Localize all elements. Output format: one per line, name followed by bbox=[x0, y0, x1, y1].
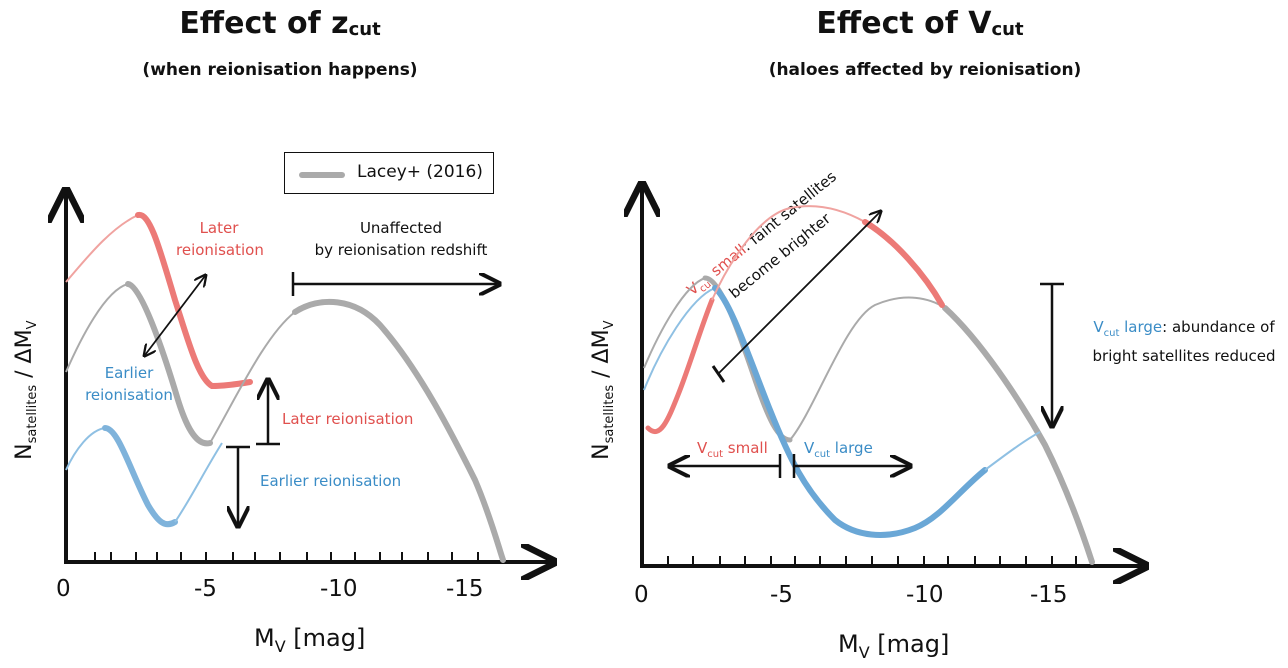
right-blue-curve-thick bbox=[712, 285, 988, 538]
right-red-curve-thick-left bbox=[645, 297, 715, 435]
left-blue-curve-thin-right bbox=[174, 442, 223, 523]
left-axes bbox=[64, 194, 550, 562]
vcut-large-desc2: bright satellites reduced bbox=[1092, 347, 1276, 365]
right-xlabel-main: M bbox=[838, 630, 859, 658]
arrow-vcut-small-word: small bbox=[723, 439, 768, 457]
label-vcut-large-desc: Vcut large: abundance of bright satellit… bbox=[1084, 316, 1284, 367]
right-red-curve-thick-right bbox=[862, 219, 945, 308]
left-title: Effect of zcut bbox=[170, 6, 390, 41]
arrow-vcut-large-word: large bbox=[830, 439, 873, 457]
right-subtitle: (haloes affected by reionisation) bbox=[768, 60, 1082, 80]
left-xlabel-sub: V bbox=[274, 636, 286, 656]
label-vcut-small-arrow: Vcut small bbox=[697, 437, 768, 466]
vcut-large-sym: V bbox=[1093, 318, 1104, 336]
vcut-large-desc1: : abundance of bbox=[1162, 318, 1275, 336]
label-later-reion: Later reionisation bbox=[282, 410, 414, 428]
left-x-ticks bbox=[94, 552, 479, 562]
left-tick-15: -15 bbox=[446, 576, 484, 602]
arrow-vcut-small-diag bbox=[717, 212, 880, 375]
label-earlier-reion: Earlier reionisation bbox=[260, 472, 402, 490]
right-tick-5: -5 bbox=[770, 582, 793, 608]
arrow-vcut-large-sub: cut bbox=[814, 449, 831, 460]
right-xlabel-sub: V bbox=[858, 642, 870, 662]
label-unaffected: Unaffected by reionisation redshift bbox=[306, 217, 496, 261]
left-grey-curve-thick bbox=[125, 281, 213, 447]
left-red-curve-thin bbox=[65, 214, 139, 283]
label-unaffected-line2: by reionisation redshift bbox=[314, 241, 488, 259]
label-vcut-large-line1: Vcut large: abundance of bbox=[1084, 316, 1284, 345]
right-grey-curve-thin bbox=[643, 277, 706, 369]
label-earlier-line2: reionisation bbox=[85, 386, 173, 404]
right-tick-15: -15 bbox=[1030, 582, 1068, 608]
label-earlier-left: Earlier reionisation bbox=[84, 362, 174, 406]
right-axes bbox=[640, 188, 1142, 566]
label-later-top: Later reionisation bbox=[176, 217, 264, 261]
vcut-large-term: Vcut large bbox=[1093, 318, 1163, 339]
arrow-vcut-small-sub: cut bbox=[707, 449, 724, 460]
legend-swatch-grey bbox=[299, 172, 345, 178]
left-xlabel-unit: [mag] bbox=[285, 624, 366, 652]
right-grey-curve-thick-right bbox=[942, 305, 1095, 565]
left-xlabel: MV [mag] bbox=[254, 624, 365, 656]
label-later-line1: Later bbox=[199, 219, 239, 237]
vcut-large-word: large bbox=[1119, 318, 1163, 336]
label-unaffected-line1: Unaffected bbox=[359, 219, 443, 237]
label-vcut-large-arrow: Vcut large bbox=[804, 437, 873, 466]
left-tick-10: -10 bbox=[320, 576, 358, 602]
left-subtitle: (when reionisation happens) bbox=[142, 60, 418, 80]
right-title-main: Effect of V bbox=[816, 6, 992, 41]
legend-label: Lacey+ (2016) bbox=[357, 162, 483, 182]
left-tick-5: -5 bbox=[194, 576, 217, 602]
right-blue-curve-thin bbox=[643, 287, 716, 391]
label-later-line2: reionisation bbox=[176, 241, 264, 259]
right-grey-curve-thin-mid bbox=[789, 296, 946, 441]
right-tick-10: -10 bbox=[906, 582, 944, 608]
left-blue-curve-thin bbox=[65, 427, 106, 471]
left-grey-curve-thin bbox=[65, 283, 129, 373]
arrow-later-earlier-diag bbox=[145, 276, 205, 355]
arrow-vcut-small-sym: V bbox=[697, 439, 708, 457]
left-tick-0: 0 bbox=[56, 576, 71, 602]
left-xlabel-main: M bbox=[254, 624, 275, 652]
right-xlabel: MV [mag] bbox=[838, 630, 949, 662]
right-blue-curve-thin-right bbox=[984, 431, 1041, 471]
right-red-curve-thin bbox=[711, 205, 866, 301]
left-grey-curve-thin-mid bbox=[209, 311, 296, 444]
arrow-vcut-large-sym: V bbox=[804, 439, 815, 457]
right-title: Effect of Vcut bbox=[810, 6, 1030, 41]
label-earlier-line1: Earlier bbox=[104, 364, 154, 382]
left-title-main: Effect of z bbox=[179, 6, 349, 41]
right-title-sub: cut bbox=[991, 19, 1024, 40]
arrow-vcut-small-diag-bar bbox=[711, 365, 726, 383]
right-x-ticks bbox=[667, 556, 1077, 566]
right-tick-0: 0 bbox=[634, 582, 649, 608]
legend: Lacey+ (2016) bbox=[284, 152, 494, 194]
left-blue-curve-thick bbox=[102, 425, 178, 528]
right-xlabel-unit: [mag] bbox=[869, 630, 950, 658]
left-title-sub: cut bbox=[348, 19, 381, 40]
left-grey-curve-thick-right bbox=[292, 298, 506, 563]
left-red-curve-thick bbox=[135, 211, 253, 390]
vcut-large-sub: cut bbox=[1103, 328, 1120, 339]
